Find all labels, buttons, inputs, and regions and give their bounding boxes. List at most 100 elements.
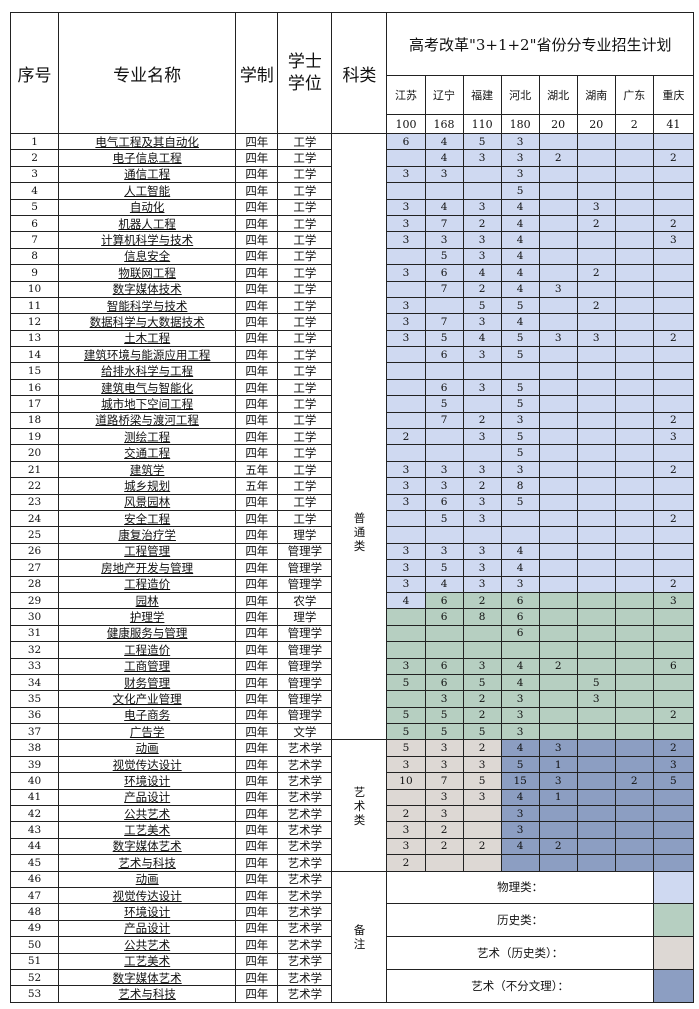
row-seq: 25 <box>9 526 60 544</box>
row-duration: 四年 <box>235 706 279 725</box>
quota-cell: 3 <box>424 805 464 823</box>
header-degree: 学士学位 <box>277 12 333 134</box>
row-seq: 21 <box>9 460 60 479</box>
row-major: 道路桥梁与渡河工程 <box>58 411 237 430</box>
quota-cell: 3 <box>462 657 502 675</box>
quota-cell: 5 <box>652 772 695 790</box>
header-category: 科类 <box>331 12 388 134</box>
table-row: 50 公共艺术 四年 艺术学 艺术（历史类）： <box>9 936 695 970</box>
quota-cell <box>614 641 654 659</box>
row-degree: 管理学 <box>277 624 333 643</box>
table-row: 33 工商管理 四年 管理学 3 6 3 4 2 6 <box>9 657 695 675</box>
quota-cell <box>538 395 578 413</box>
row-duration: 四年 <box>235 657 279 675</box>
quota-cell: 4 <box>500 542 540 561</box>
quota-cell: 2 <box>576 214 616 233</box>
row-seq: 19 <box>9 428 60 446</box>
row-seq: 9 <box>9 264 60 282</box>
row-major: 计算机科学与技术 <box>58 231 237 249</box>
row-degree: 艺术学 <box>277 821 333 839</box>
row-major: 工艺美术 <box>58 821 237 839</box>
quota-cell <box>652 542 695 561</box>
row-major: 环境设计 <box>58 903 237 921</box>
row-duration: 四年 <box>235 378 279 397</box>
table-row: 10 数字媒体技术 四年 工学 7 2 4 3 <box>9 280 695 298</box>
row-major: 建筑环境与能源应用工程 <box>58 346 237 364</box>
quota-cell <box>652 378 695 397</box>
quota-cell <box>538 608 578 626</box>
row-degree: 艺术学 <box>277 772 333 790</box>
row-duration: 四年 <box>235 247 279 266</box>
quota-cell <box>614 132 654 151</box>
quota-cell: 2 <box>652 575 695 593</box>
quota-cell <box>576 444 616 462</box>
quota-cell <box>576 624 616 643</box>
quota-cell <box>614 428 654 446</box>
quota-cell <box>538 362 578 380</box>
quota-cell: 3 <box>386 198 426 216</box>
quota-cell <box>614 837 654 856</box>
quota-cell: 3 <box>424 460 464 479</box>
quota-cell: 2 <box>538 657 578 675</box>
quota-cell: 2 <box>652 509 695 528</box>
quota-cell <box>538 165 578 184</box>
table-row: 42 公共艺术 四年 艺术学 2 3 3 <box>9 805 695 823</box>
row-degree: 理学 <box>277 608 333 626</box>
table-row: 45 艺术与科技 四年 艺术学 2 <box>9 854 695 872</box>
quota-cell: 3 <box>652 591 695 610</box>
row-seq: 27 <box>9 559 60 577</box>
row-seq: 40 <box>9 772 60 790</box>
row-duration: 四年 <box>235 444 279 462</box>
row-degree: 工学 <box>277 493 333 511</box>
category-general: 普通类 <box>331 132 388 741</box>
quota-cell: 6 <box>500 591 540 610</box>
quota-cell: 5 <box>424 706 464 725</box>
row-duration: 四年 <box>235 329 279 348</box>
quota-cell <box>576 165 616 184</box>
row-seq: 17 <box>9 395 60 413</box>
quota-cell: 4 <box>500 739 540 757</box>
quota-cell: 3 <box>576 690 616 708</box>
quota-cell: 4 <box>462 329 502 348</box>
row-degree: 工学 <box>277 329 333 348</box>
row-major: 环境设计 <box>58 772 237 790</box>
quota-cell <box>576 477 616 495</box>
quota-cell <box>424 641 464 659</box>
quota-cell <box>614 657 654 675</box>
row-seq: 46 <box>9 870 60 888</box>
quota-cell <box>386 378 426 397</box>
quota-cell <box>538 132 578 151</box>
quota-cell: 3 <box>462 788 502 807</box>
table-row: 17 城市地下空间工程 四年 工学 5 5 <box>9 395 695 413</box>
row-degree: 工学 <box>277 198 333 216</box>
quota-cell <box>652 821 695 839</box>
quota-cell <box>538 706 578 725</box>
row-degree: 工学 <box>277 132 333 151</box>
quota-cell: 3 <box>424 231 464 249</box>
quota-cell: 3 <box>500 821 540 839</box>
row-major: 园林 <box>58 591 237 610</box>
quota-cell <box>538 723 578 741</box>
table-row: 47 视觉传达设计 四年 艺术学 <box>9 886 694 905</box>
quota-cell: 3 <box>386 313 426 331</box>
row-duration: 四年 <box>235 149 279 167</box>
row-duration: 四年 <box>235 772 279 790</box>
row-major: 工程造价 <box>58 641 237 659</box>
row-duration: 四年 <box>235 591 279 610</box>
quota-cell: 3 <box>386 559 426 577</box>
row-seq: 43 <box>9 821 60 839</box>
quota-cell: 3 <box>462 493 502 511</box>
row-major: 数字媒体艺术 <box>58 968 237 987</box>
table-row: 37 广告学 四年 文学 5 5 5 3 <box>9 723 695 741</box>
quota-cell <box>462 182 502 200</box>
quota-cell <box>538 821 578 839</box>
row-degree: 艺术学 <box>277 936 333 954</box>
row-major: 电子商务 <box>58 706 237 725</box>
quota-cell <box>614 542 654 561</box>
quota-cell <box>576 854 616 872</box>
quota-cell <box>576 231 616 249</box>
quota-cell: 3 <box>500 132 540 151</box>
quota-cell: 5 <box>500 755 540 774</box>
province-total: 180 <box>500 114 540 134</box>
quota-cell <box>538 690 578 708</box>
